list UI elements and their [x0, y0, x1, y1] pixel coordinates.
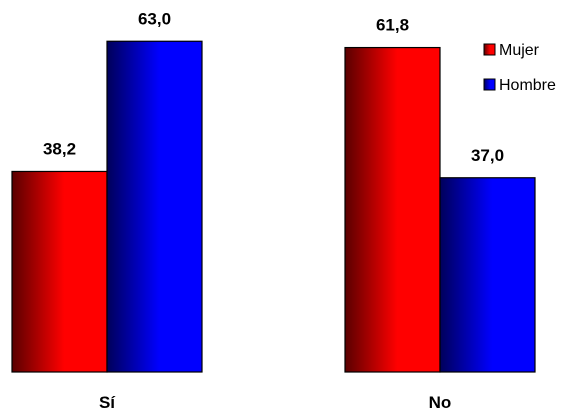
bar-hombre-si: [106, 40, 203, 373]
legend-swatch-hombre: [483, 78, 496, 91]
bar-mujer-si: [11, 170, 108, 373]
data-label-mujer-no: 61,8: [376, 16, 409, 35]
data-label-hombre-no: 37,0: [471, 146, 504, 165]
legend-label-hombre: Hombre: [499, 77, 556, 94]
legend-swatch-mujer: [483, 43, 496, 56]
legend: Mujer Hombre: [483, 42, 556, 94]
data-label-mujer-si: 38,2: [43, 139, 76, 158]
category-label-si: Sí: [99, 393, 116, 412]
legend-label-mujer: Mujer: [499, 42, 540, 59]
bar-hombre-no: [439, 177, 536, 373]
bar-mujer-no: [344, 46, 441, 373]
bars-layer: [11, 40, 536, 373]
data-label-hombre-si: 63,0: [138, 9, 171, 28]
data-labels-layer: 38,2 63,0 61,8 37,0: [43, 9, 504, 165]
category-label-no: No: [429, 393, 452, 412]
category-labels-layer: Sí No: [99, 393, 451, 412]
